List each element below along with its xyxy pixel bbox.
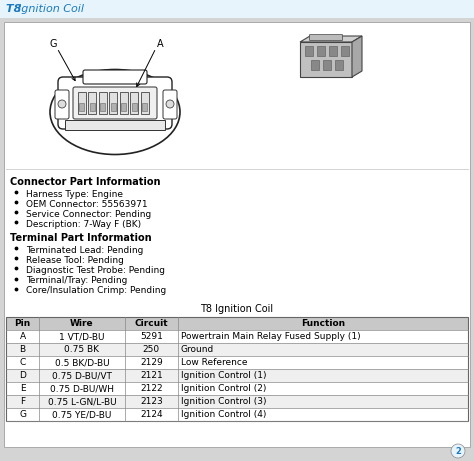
Text: Low Reference: Low Reference bbox=[181, 358, 247, 367]
FancyBboxPatch shape bbox=[55, 90, 69, 119]
Text: Function: Function bbox=[301, 319, 345, 328]
Text: 0.75 BK: 0.75 BK bbox=[64, 345, 100, 354]
FancyBboxPatch shape bbox=[6, 395, 468, 408]
Text: Release Tool: Pending: Release Tool: Pending bbox=[26, 256, 124, 265]
Text: 1 VT/D-BU: 1 VT/D-BU bbox=[59, 332, 105, 341]
Text: Ignition Control (4): Ignition Control (4) bbox=[181, 410, 266, 419]
Text: T8: T8 bbox=[6, 4, 25, 14]
Text: Diagnostic Test Probe: Pending: Diagnostic Test Probe: Pending bbox=[26, 266, 165, 275]
FancyBboxPatch shape bbox=[73, 87, 157, 119]
Text: Terminated Lead: Pending: Terminated Lead: Pending bbox=[26, 246, 143, 255]
Text: Connector Part Information: Connector Part Information bbox=[10, 177, 161, 187]
Text: T8 Ignition Coil: T8 Ignition Coil bbox=[201, 304, 273, 314]
FancyBboxPatch shape bbox=[6, 408, 468, 421]
FancyBboxPatch shape bbox=[335, 60, 343, 70]
Text: 2121: 2121 bbox=[140, 371, 163, 380]
Text: Harness Type: Engine: Harness Type: Engine bbox=[26, 190, 123, 199]
Text: Description: 7-Way F (BK): Description: 7-Way F (BK) bbox=[26, 220, 141, 229]
FancyBboxPatch shape bbox=[341, 46, 349, 56]
FancyBboxPatch shape bbox=[65, 120, 165, 130]
FancyBboxPatch shape bbox=[310, 35, 343, 41]
FancyBboxPatch shape bbox=[305, 46, 313, 56]
FancyBboxPatch shape bbox=[80, 103, 84, 111]
FancyBboxPatch shape bbox=[6, 382, 468, 395]
Text: D: D bbox=[19, 371, 26, 380]
Text: Ground: Ground bbox=[181, 345, 214, 354]
FancyBboxPatch shape bbox=[58, 77, 172, 129]
FancyBboxPatch shape bbox=[311, 60, 319, 70]
Text: Ignition Control (1): Ignition Control (1) bbox=[181, 371, 266, 380]
FancyBboxPatch shape bbox=[78, 92, 86, 114]
FancyBboxPatch shape bbox=[6, 330, 468, 343]
Text: A: A bbox=[157, 39, 164, 49]
FancyBboxPatch shape bbox=[0, 0, 474, 18]
Text: 250: 250 bbox=[143, 345, 160, 354]
Text: Powertrain Main Relay Fused Supply (1): Powertrain Main Relay Fused Supply (1) bbox=[181, 332, 361, 341]
FancyBboxPatch shape bbox=[83, 70, 147, 84]
FancyBboxPatch shape bbox=[89, 92, 97, 114]
Text: Ignition Control (3): Ignition Control (3) bbox=[181, 397, 266, 406]
Text: Terminal/Tray: Pending: Terminal/Tray: Pending bbox=[26, 276, 128, 285]
Text: 2123: 2123 bbox=[140, 397, 163, 406]
Text: B: B bbox=[19, 345, 26, 354]
Text: F: F bbox=[20, 397, 25, 406]
Text: OEM Connector: 55563971: OEM Connector: 55563971 bbox=[26, 200, 147, 209]
FancyBboxPatch shape bbox=[120, 92, 128, 114]
FancyBboxPatch shape bbox=[121, 103, 127, 111]
Text: 0.75 D-BU/VT: 0.75 D-BU/VT bbox=[52, 371, 112, 380]
Text: 2: 2 bbox=[455, 447, 461, 455]
Text: E: E bbox=[20, 384, 26, 393]
FancyBboxPatch shape bbox=[132, 103, 137, 111]
FancyBboxPatch shape bbox=[90, 103, 95, 111]
FancyBboxPatch shape bbox=[4, 22, 470, 447]
Text: Wire: Wire bbox=[70, 319, 94, 328]
Circle shape bbox=[451, 444, 465, 458]
Text: Core/Insulation Crimp: Pending: Core/Insulation Crimp: Pending bbox=[26, 286, 166, 295]
FancyBboxPatch shape bbox=[109, 92, 118, 114]
Polygon shape bbox=[300, 42, 352, 77]
Text: 2124: 2124 bbox=[140, 410, 163, 419]
FancyBboxPatch shape bbox=[130, 92, 138, 114]
FancyBboxPatch shape bbox=[6, 343, 468, 356]
Polygon shape bbox=[352, 36, 362, 77]
FancyBboxPatch shape bbox=[100, 103, 106, 111]
Text: C: C bbox=[19, 358, 26, 367]
Text: 2129: 2129 bbox=[140, 358, 163, 367]
Text: G: G bbox=[19, 410, 26, 419]
Text: Circuit: Circuit bbox=[135, 319, 168, 328]
FancyBboxPatch shape bbox=[6, 356, 468, 369]
Polygon shape bbox=[300, 36, 362, 42]
FancyBboxPatch shape bbox=[6, 369, 468, 382]
Circle shape bbox=[58, 100, 66, 108]
FancyBboxPatch shape bbox=[163, 90, 177, 119]
Text: Pin: Pin bbox=[15, 319, 31, 328]
FancyBboxPatch shape bbox=[317, 46, 325, 56]
FancyBboxPatch shape bbox=[329, 46, 337, 56]
Text: G: G bbox=[49, 39, 57, 49]
FancyBboxPatch shape bbox=[141, 92, 149, 114]
Text: 5291: 5291 bbox=[140, 332, 163, 341]
Text: 0.75 L-GN/L-BU: 0.75 L-GN/L-BU bbox=[48, 397, 116, 406]
Text: 0.5 BK/D-BU: 0.5 BK/D-BU bbox=[55, 358, 109, 367]
Text: Terminal Part Information: Terminal Part Information bbox=[10, 233, 152, 243]
Text: 0.75 D-BU/WH: 0.75 D-BU/WH bbox=[50, 384, 114, 393]
Text: A: A bbox=[19, 332, 26, 341]
Text: Ignition Control (2): Ignition Control (2) bbox=[181, 384, 266, 393]
Circle shape bbox=[166, 100, 174, 108]
Text: Service Connector: Pending: Service Connector: Pending bbox=[26, 210, 151, 219]
FancyBboxPatch shape bbox=[143, 103, 147, 111]
Ellipse shape bbox=[50, 70, 180, 154]
Text: 2122: 2122 bbox=[140, 384, 163, 393]
Text: 0.75 YE/D-BU: 0.75 YE/D-BU bbox=[52, 410, 112, 419]
FancyBboxPatch shape bbox=[111, 103, 116, 111]
FancyBboxPatch shape bbox=[99, 92, 107, 114]
Text: Ignition Coil: Ignition Coil bbox=[18, 4, 84, 14]
FancyBboxPatch shape bbox=[6, 317, 468, 330]
FancyBboxPatch shape bbox=[323, 60, 331, 70]
